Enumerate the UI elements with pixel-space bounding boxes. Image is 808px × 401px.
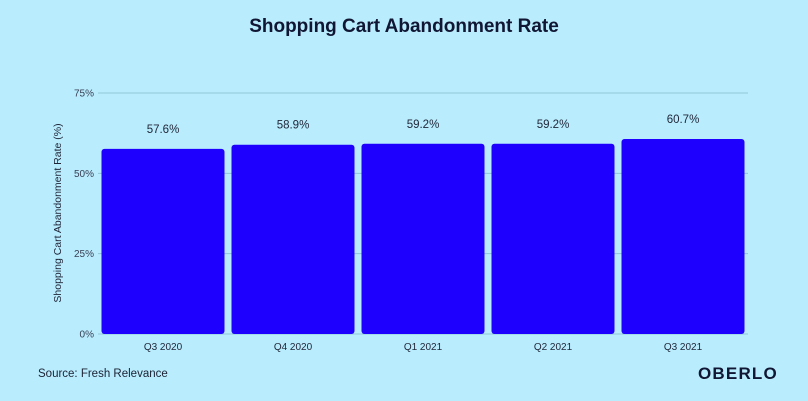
data-label: 57.6% <box>147 124 180 136</box>
bars <box>101 138 745 334</box>
x-tick-label: Q1 2021 <box>404 342 443 353</box>
bar <box>101 148 225 334</box>
data-label: 60.7% <box>667 114 700 126</box>
x-tick-label: Q3 2020 <box>144 342 183 353</box>
chart-title: Shopping Cart Abandonment Rate <box>249 16 559 37</box>
x-tick-label: Q4 2020 <box>274 342 313 353</box>
bar <box>491 143 615 334</box>
source-note: Source: Fresh Relevance <box>38 368 168 380</box>
data-label: 59.2% <box>537 119 570 131</box>
x-tick-label: Q3 2021 <box>664 342 703 353</box>
x-tick-label: Q2 2021 <box>534 342 573 353</box>
brand-logo: OBERLO <box>698 364 778 383</box>
bar <box>621 138 745 334</box>
data-label: 59.2% <box>407 119 440 131</box>
y-axis-ticks: 0% 25% 50% 75% <box>74 89 94 341</box>
y-axis-label: Shopping Cart Abandonment Rate (%) <box>52 123 64 302</box>
y-tick-label: 0% <box>80 330 95 341</box>
data-label: 58.9% <box>277 120 310 132</box>
bar <box>361 143 485 334</box>
bar <box>231 144 355 334</box>
x-axis-categories: Q3 2020 Q4 2020 Q1 2021 Q2 2021 Q3 2021 <box>144 342 703 353</box>
y-tick-label: 25% <box>74 249 94 260</box>
y-tick-label: 50% <box>74 169 94 180</box>
data-labels: 57.6% 58.9% 59.2% 59.2% 60.7% <box>147 114 700 136</box>
y-tick-label: 75% <box>74 89 94 100</box>
